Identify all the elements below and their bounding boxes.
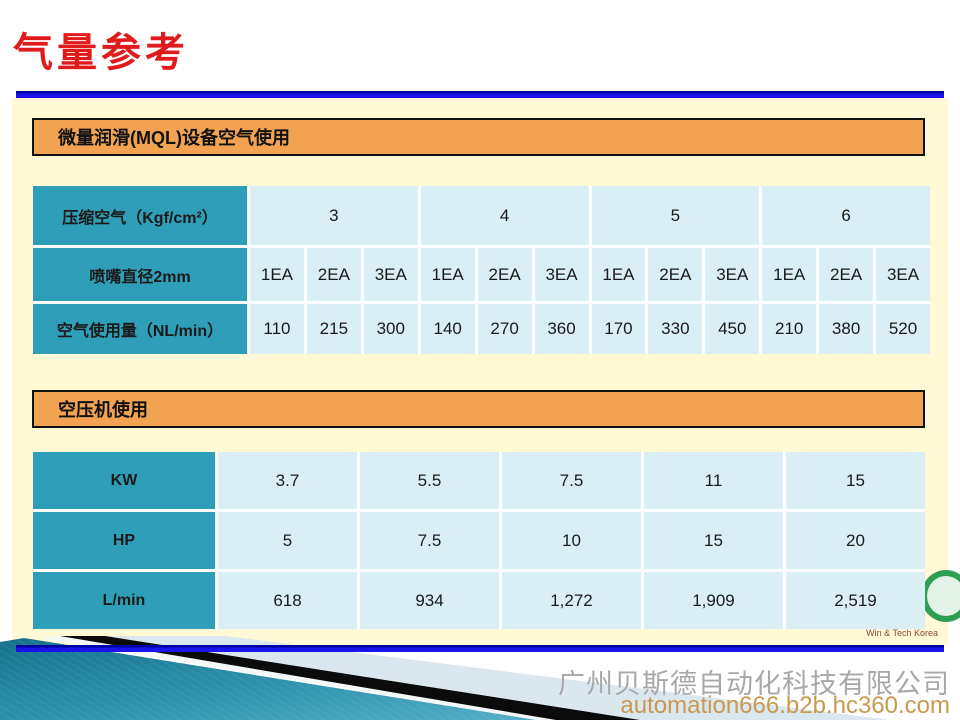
compressor-banner-label: 空压机使用 [58,400,148,420]
table-cell: 618 [218,572,357,629]
table-cell: 3EA [363,248,418,301]
table-cell: 520 [876,304,930,354]
table-cell: 1EA [762,248,817,301]
table-cell: 270 [477,304,532,354]
row-header: 空气使用量（NL/min） [33,304,247,354]
footer-teal-stripes [0,638,536,720]
table-cell: 2EA [306,248,361,301]
table-cell: 7.5 [502,452,641,509]
table-cell: 5.5 [360,452,499,509]
mql-table: 压缩空气（Kgf/cm²） 3 4 5 6 喷嘴直径2mm 1EA 2EA 3E… [33,186,930,354]
table-cell: 5 [591,186,760,245]
mql-section-banner: 微量润滑(MQL)设备空气使用 [32,118,925,156]
table-cell: 2EA [819,248,874,301]
footer-pale-band [105,636,890,720]
mql-banner-label: 微量润滑(MQL)设备空气使用 [58,128,290,148]
row-header: KW [33,452,215,509]
table-cell: 11 [644,452,783,509]
table-cell: 4 [420,186,589,245]
bottom-divider [16,645,944,652]
row-header: HP [33,512,215,569]
table-cell: 1EA [420,248,475,301]
table-cell: 210 [762,304,817,354]
table-cell: 380 [819,304,874,354]
table-cell: 15 [644,512,783,569]
table-cell: 3EA [705,248,760,301]
table-cell: 10 [502,512,641,569]
table-cell: 110 [250,304,304,354]
row-header: 喷嘴直径2mm [33,248,247,301]
credit-text: Win & Tech Korea [866,628,938,638]
table-cell: 330 [648,304,703,354]
table-cell: 15 [786,452,925,509]
table-cell: 3.7 [218,452,357,509]
footer-black-band [60,636,640,720]
table-cell: 215 [306,304,361,354]
table-cell: 2EA [477,248,532,301]
compressor-section-banner: 空压机使用 [32,390,925,428]
table-cell: 1EA [250,248,304,301]
watermark-url: automation666.b2b.hc360.com [620,692,950,719]
row-header: 压缩空气（Kgf/cm²） [33,186,247,245]
footer-diagonal-art [0,636,890,720]
table-cell: 2EA [648,248,703,301]
table-cell: 1,272 [502,572,641,629]
compressor-table: KW 3.7 5.5 7.5 11 15 HP 5 7.5 10 15 20 L… [33,452,925,629]
row-header: L/min [33,572,215,629]
top-divider [16,91,944,98]
table-cell: 1,909 [644,572,783,629]
table-cell: 5 [218,512,357,569]
table-cell: 360 [534,304,589,354]
table-cell: 20 [786,512,925,569]
watermark-company: 广州贝斯德自动化科技有限公司 [558,669,950,699]
table-cell: 1EA [591,248,646,301]
table-cell: 6 [762,186,930,245]
table-cell: 7.5 [360,512,499,569]
table-cell: 3 [250,186,418,245]
table-cell: 3EA [534,248,589,301]
table-cell: 300 [363,304,418,354]
table-cell: 2,519 [786,572,925,629]
table-cell: 140 [420,304,475,354]
table-cell: 3EA [876,248,930,301]
table-cell: 934 [360,572,499,629]
table-cell: 170 [591,304,646,354]
page-title: 气量参考 [13,31,189,75]
footer-white-gap [40,636,556,720]
table-cell: 450 [705,304,760,354]
